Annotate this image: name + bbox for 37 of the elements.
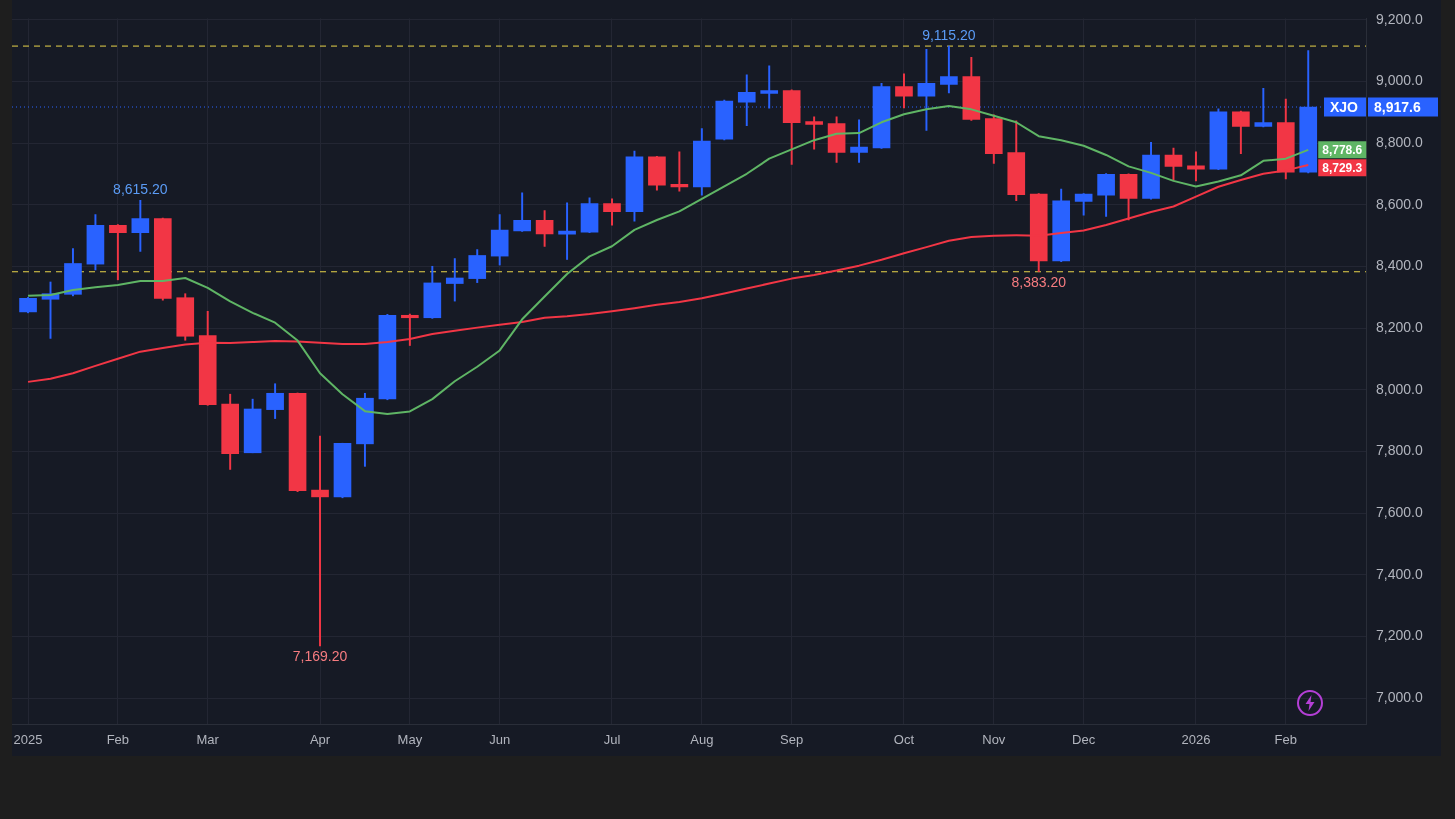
x-tick-label: Nov	[982, 731, 1006, 747]
data-label: 8,778.6	[1322, 143, 1363, 158]
x-tick-label: Feb	[1274, 731, 1297, 747]
series-label: XJO	[1330, 98, 1359, 115]
annotation: 9,115.20	[922, 26, 976, 43]
x-tick-label: May	[397, 731, 423, 747]
y-tick-label: 8,600.0	[1376, 195, 1423, 212]
y-tick-label: 7,200.0	[1376, 627, 1423, 644]
y-tick-label: 8,800.0	[1376, 134, 1423, 151]
x-tick-label: Mar	[196, 731, 220, 747]
x-tick-label: Jul	[603, 731, 621, 747]
x-tick-label: Dec	[1072, 731, 1096, 747]
y-tick-label: 8,000.0	[1376, 380, 1423, 397]
y-tick-label: 8,200.0	[1376, 319, 1423, 336]
y-tick-label: 8,400.0	[1376, 257, 1423, 274]
y-tick-label: 7,400.0	[1376, 565, 1423, 582]
y-tick-label: 9,200.0	[1376, 10, 1423, 27]
candlestick	[558, 202, 576, 260]
annotation: 8,615.20	[113, 181, 168, 198]
annotation: 7,169.20	[292, 647, 348, 664]
candlestick	[760, 65, 779, 109]
y-tick-label: 7,600.0	[1376, 504, 1423, 521]
x-tick-label: Jun	[489, 731, 511, 747]
x-tick-label: 2026	[1181, 731, 1211, 747]
x-tick-label: Oct	[893, 731, 915, 747]
x-tick-label: Feb	[106, 731, 130, 747]
candlestick	[311, 435, 329, 647]
x-tick-label: Aug	[690, 731, 714, 747]
x-tick-label: 2025	[13, 731, 43, 747]
y-tick-label: 7,800.0	[1376, 442, 1423, 459]
x-tick-label: Apr	[309, 731, 331, 747]
y-tick-label: 7,000.0	[1376, 689, 1423, 706]
annotation: 8,383.20	[1011, 273, 1067, 290]
x-tick-label: Sep	[780, 731, 804, 747]
y-tick-label: 9,000.0	[1376, 72, 1423, 89]
ref-line-label: 8,917.6	[1374, 98, 1421, 115]
data-label: 8,729.3	[1322, 161, 1363, 176]
